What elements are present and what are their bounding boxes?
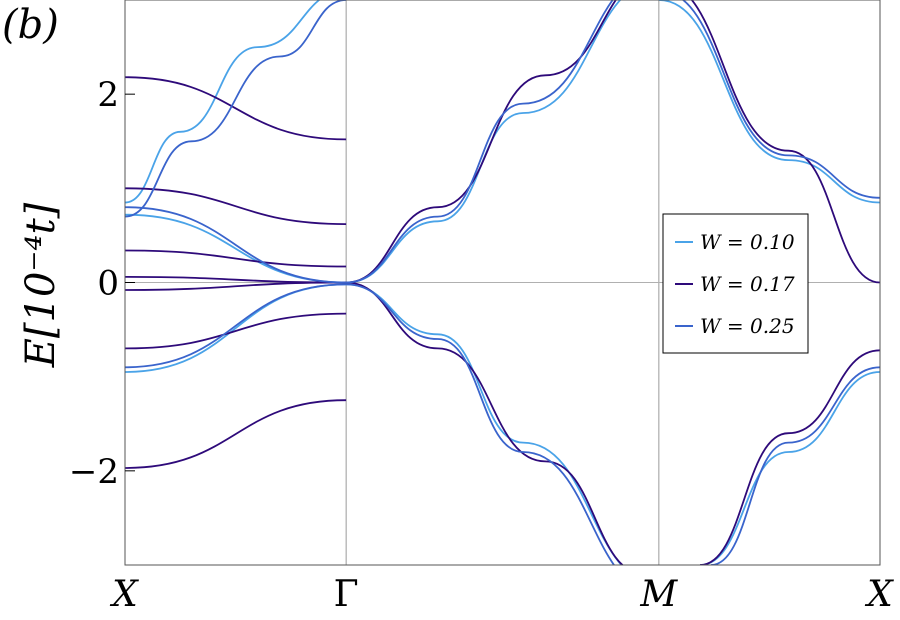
band-2-0 (125, 0, 614, 284)
band-1-8 (346, 281, 625, 565)
band-0-4 (699, 371, 880, 565)
legend: W = 0.10 W = 0.17 W = 0.25 (662, 213, 809, 354)
band-1-2 (125, 249, 347, 268)
band-0-2 (125, 0, 321, 204)
band-1-1 (125, 187, 347, 225)
panel-label: (b) (2, 2, 59, 48)
band-curves (125, 0, 880, 565)
band-1-0 (125, 76, 347, 141)
band-1-7 (346, 0, 617, 284)
band-1-4 (125, 281, 347, 291)
legend-label-1: W = 0.17 (700, 272, 795, 296)
y-ticks: −2 0 2 (69, 75, 135, 492)
y-axis-label: E[10⁻⁴t] (18, 202, 64, 368)
band-1-5 (125, 312, 347, 350)
band-2-2 (125, 0, 347, 218)
x-tick-label-3: X (864, 574, 894, 615)
x-tick-label-1: Γ (334, 574, 359, 615)
band-2-3 (681, 0, 880, 199)
band-2-4 (710, 366, 880, 565)
band-0-0 (125, 0, 622, 284)
band-2-1 (125, 283, 616, 565)
series-1 (125, 0, 880, 565)
y-tick-label-1: 0 (97, 264, 119, 304)
legend-label-0: W = 0.10 (700, 230, 795, 254)
band-1-6 (125, 399, 347, 469)
legend-label-2: W = 0.25 (700, 314, 795, 338)
band-0-3 (658, 0, 880, 204)
y-tick-label-0: −2 (69, 452, 119, 492)
x-tick-label-0: X (109, 574, 139, 615)
band-0-1 (125, 283, 623, 565)
band-1-10 (699, 349, 880, 565)
series-0 (125, 0, 880, 565)
y-tick-label-2: 2 (97, 75, 119, 115)
x-tick-label-2: M (639, 574, 678, 615)
band-1-9 (690, 0, 880, 284)
series-2 (125, 0, 880, 565)
